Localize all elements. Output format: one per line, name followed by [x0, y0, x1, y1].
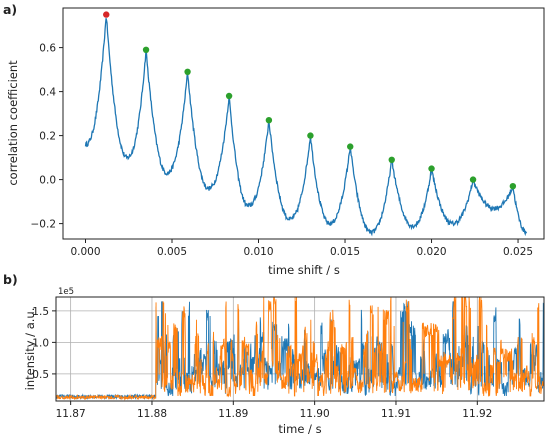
x-tick-label: 11.92 — [462, 408, 492, 420]
x-tick-label: 11.91 — [381, 408, 411, 420]
intensity-offset-label: 1e5 — [58, 287, 74, 297]
x-tick-label: 0.020 — [417, 246, 447, 258]
x-tick-label: 0.000 — [70, 246, 100, 258]
correlation-y-axis-label: correlation coefficient — [6, 60, 20, 186]
x-tick-label: 11.87 — [56, 408, 86, 420]
peak-marker — [469, 176, 477, 183]
y-tick-label: 0.0 — [39, 175, 56, 187]
y-tick-label: 1.0 — [32, 337, 49, 349]
peak-marker — [225, 92, 233, 100]
y-tick-label: 1.5 — [32, 306, 49, 318]
peak-marker — [509, 183, 517, 190]
y-tick-label: 0.2 — [39, 131, 56, 143]
x-tick-label: 11.88 — [137, 408, 167, 420]
peak-marker — [428, 165, 435, 172]
peak-marker — [184, 68, 191, 76]
x-tick-label: 0.015 — [330, 246, 360, 258]
correlation-x-axis-label: time shift / s — [268, 263, 340, 277]
y-tick-label: 0.6 — [39, 43, 56, 55]
x-tick-label: 11.89 — [218, 408, 248, 420]
y-tick-label: −0.2 — [31, 219, 57, 231]
y-tick-label: 0.4 — [39, 87, 56, 99]
intensity-plot-area — [55, 296, 545, 401]
intensity-series-orange — [55, 296, 545, 401]
max-peak-marker — [103, 11, 110, 18]
peak-marker — [265, 117, 273, 124]
correlation-x-ticks: 0.000 0.005 0.010 0.015 0.020 0.025 — [70, 239, 533, 258]
correlation-series-line — [84, 18, 528, 237]
peak-marker — [307, 132, 314, 139]
x-tick-label: 0.010 — [243, 246, 273, 258]
intensity-y-ticks: 0.5 1.0 1.5 — [32, 306, 56, 381]
correlation-y-ticks: −0.2 0.0 0.2 0.4 0.6 — [31, 43, 63, 231]
correlation-plot-area — [84, 11, 528, 237]
x-tick-label: 0.005 — [157, 246, 187, 258]
panel-a-label: a) — [3, 2, 17, 17]
y-tick-label: 0.5 — [32, 369, 49, 381]
intensity-axes-frame — [55, 296, 545, 402]
x-tick-label: 0.025 — [503, 246, 533, 258]
panel-b-label: b) — [3, 272, 18, 287]
peak-marker — [347, 143, 354, 150]
correlation-axes-frame — [62, 7, 545, 240]
peak-marker — [142, 46, 150, 53]
peak-marker — [388, 156, 395, 163]
correlation-chart: 0.000 0.005 0.010 0.015 0.020 0.025 −0.2 0.0 0.… — [6, 7, 545, 277]
x-tick-label: 11.90 — [300, 408, 330, 420]
intensity-x-ticks: 11.87 11.88 11.89 11.90 11.91 11.92 — [56, 401, 492, 420]
intensity-x-axis-label: time / s — [278, 422, 321, 436]
intensity-y-axis-label: intensity / a.u. — [23, 308, 37, 391]
intensity-chart: 11.87 11.88 11.89 11.90 11.91 11.92 0.5 1.0 1.5… — [23, 287, 545, 436]
